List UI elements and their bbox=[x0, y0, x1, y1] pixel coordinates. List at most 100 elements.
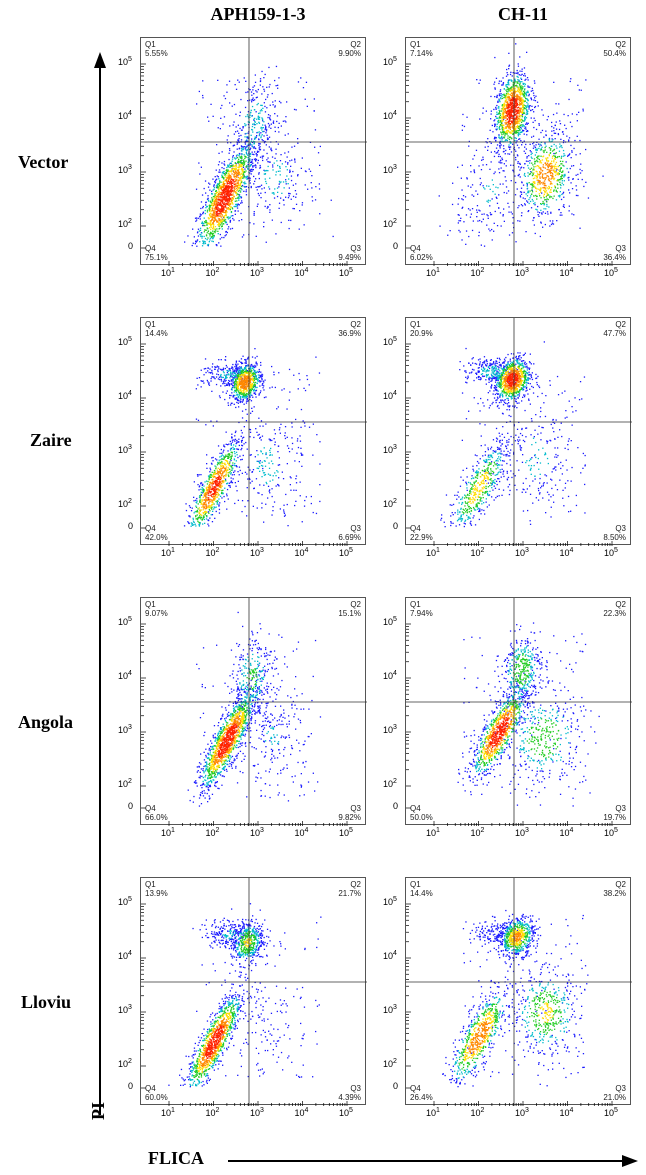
x-tick-label: 105 bbox=[604, 1107, 618, 1118]
quadrant-label-q1: Q1 13.9% bbox=[145, 880, 168, 898]
quadrant-label-q3: Q3 36.4% bbox=[603, 244, 626, 262]
y-tick-label: 103 bbox=[118, 444, 132, 455]
y-tick-label-zero: 0 bbox=[393, 1081, 399, 1091]
quadrant-percent: 50.4% bbox=[603, 49, 626, 58]
y-tick-label: 105 bbox=[383, 896, 397, 907]
y-axis-arrow-head bbox=[94, 52, 106, 68]
x-tick-label: 104 bbox=[559, 267, 574, 278]
row-title-lloviu: Lloviu bbox=[21, 992, 72, 1012]
y-tick-label: 104 bbox=[383, 110, 397, 121]
quadrant-name: Q1 bbox=[410, 880, 421, 889]
y-tick-label: 104 bbox=[383, 390, 397, 401]
x-tick-label: 103 bbox=[250, 547, 264, 558]
scatter-plot bbox=[406, 38, 632, 266]
quadrant-label-q1: Q1 9.07% bbox=[145, 600, 168, 618]
scatter-panel-angola-ch11: Q1 7.94% Q2 22.3% Q3 19.7% Q4 50.0% bbox=[405, 597, 632, 826]
y-tick-label: 103 bbox=[383, 444, 397, 455]
scatter-plot bbox=[141, 878, 367, 1106]
axis-ticks bbox=[406, 343, 613, 546]
scatter-panel-vector-aph15913: Q1 5.55% Q2 9.90% Q3 9.49% Q4 75.1% bbox=[140, 37, 367, 266]
y-tick-label-zero: 0 bbox=[128, 241, 134, 251]
quadrant-percent: 19.7% bbox=[603, 813, 626, 822]
y-tick-label: 105 bbox=[118, 56, 132, 67]
quadrant-name: Q4 bbox=[410, 804, 421, 813]
y-tick-label: 105 bbox=[118, 336, 132, 347]
quadrant-label-q2: Q2 36.9% bbox=[338, 320, 361, 338]
event-dots bbox=[187, 611, 322, 807]
quadrant-name: Q2 bbox=[350, 880, 361, 889]
y-tick-label: 103 bbox=[383, 164, 397, 175]
x-tick-label: 102 bbox=[205, 1107, 220, 1118]
quadrant-label-q3: Q3 9.82% bbox=[338, 804, 361, 822]
quadrant-percent: 13.9% bbox=[145, 889, 168, 898]
scatter-plot bbox=[141, 318, 367, 546]
quadrant-name: Q3 bbox=[350, 244, 361, 253]
y-tick-label: 102 bbox=[383, 778, 397, 789]
x-tick-label: 105 bbox=[339, 267, 353, 278]
quadrant-label-q4: Q4 42.0% bbox=[145, 524, 168, 542]
x-tick-label: 105 bbox=[604, 267, 618, 278]
y-tick-label-zero: 0 bbox=[393, 241, 399, 251]
quadrant-name: Q2 bbox=[350, 320, 361, 329]
quadrant-label-q3: Q3 8.50% bbox=[603, 524, 626, 542]
quadrant-name: Q4 bbox=[410, 244, 421, 253]
quadrant-name: Q4 bbox=[145, 1084, 156, 1093]
quadrant-name: Q3 bbox=[615, 244, 626, 253]
event-dots bbox=[184, 65, 334, 247]
x-tick-label: 102 bbox=[470, 1107, 485, 1118]
quadrant-label-q2: Q2 50.4% bbox=[603, 40, 626, 58]
quadrant-percent: 7.94% bbox=[410, 609, 433, 618]
y-tick-label-zero: 0 bbox=[128, 521, 134, 531]
quadrant-percent: 21.0% bbox=[603, 1093, 626, 1102]
event-dots bbox=[438, 43, 604, 247]
scatter-plot bbox=[141, 38, 367, 266]
x-tick-label: 105 bbox=[339, 1107, 353, 1118]
x-tick-label: 105 bbox=[604, 827, 618, 838]
quadrant-name: Q2 bbox=[615, 880, 626, 889]
quadrant-percent: 9.90% bbox=[338, 49, 361, 58]
quadrant-percent: 8.50% bbox=[603, 533, 626, 542]
x-tick-label: 104 bbox=[294, 267, 309, 278]
x-tick-label: 102 bbox=[470, 267, 485, 278]
quadrant-name: Q2 bbox=[350, 40, 361, 49]
quadrant-percent: 75.1% bbox=[145, 253, 168, 262]
quadrant-label-q3: Q3 6.69% bbox=[338, 524, 361, 542]
quadrant-label-q2: Q2 22.3% bbox=[603, 600, 626, 618]
quadrant-percent: 6.69% bbox=[338, 533, 361, 542]
x-tick-label: 103 bbox=[250, 827, 264, 838]
quadrant-name: Q3 bbox=[350, 1084, 361, 1093]
quadrant-name: Q1 bbox=[145, 600, 156, 609]
quadrant-name: Q2 bbox=[615, 320, 626, 329]
x-tick-label: 103 bbox=[250, 1107, 264, 1118]
quadrant-percent: 4.39% bbox=[338, 1093, 361, 1102]
scatter-plot bbox=[406, 878, 632, 1106]
quadrant-label-q4: Q4 50.0% bbox=[410, 804, 433, 822]
x-tick-label: 103 bbox=[515, 267, 529, 278]
x-tick-label: 104 bbox=[559, 1107, 574, 1118]
quadrant-name: Q3 bbox=[615, 804, 626, 813]
axis-ticks bbox=[406, 623, 613, 826]
y-tick-label: 103 bbox=[383, 1004, 397, 1015]
x-tick-label: 102 bbox=[205, 267, 220, 278]
x-tick-label: 103 bbox=[250, 267, 264, 278]
x-tick-label: 102 bbox=[470, 547, 485, 558]
quadrant-label-q3: Q3 21.0% bbox=[603, 1084, 626, 1102]
quadrant-name: Q1 bbox=[410, 40, 421, 49]
row-title-angola: Angola bbox=[18, 712, 74, 732]
quadrant-percent: 9.49% bbox=[338, 253, 361, 262]
axis-ticks bbox=[141, 903, 348, 1106]
scatter-plot bbox=[141, 598, 367, 826]
scatter-panel-vector-ch11: Q1 7.14% Q2 50.4% Q3 36.4% Q4 6.02% bbox=[405, 37, 632, 266]
quadrant-name: Q2 bbox=[615, 40, 626, 49]
quadrant-label-q4: Q4 22.9% bbox=[410, 524, 433, 542]
quadrant-percent: 14.4% bbox=[410, 889, 433, 898]
y-tick-label: 102 bbox=[118, 778, 132, 789]
quadrant-label-q3: Q3 9.49% bbox=[338, 244, 361, 262]
quadrant-percent: 9.82% bbox=[338, 813, 361, 822]
quadrant-name: Q4 bbox=[145, 524, 156, 533]
quadrant-name: Q1 bbox=[410, 320, 421, 329]
y-tick-label: 104 bbox=[118, 670, 132, 681]
x-tick-label: 101 bbox=[161, 547, 175, 558]
y-tick-label-zero: 0 bbox=[393, 521, 399, 531]
